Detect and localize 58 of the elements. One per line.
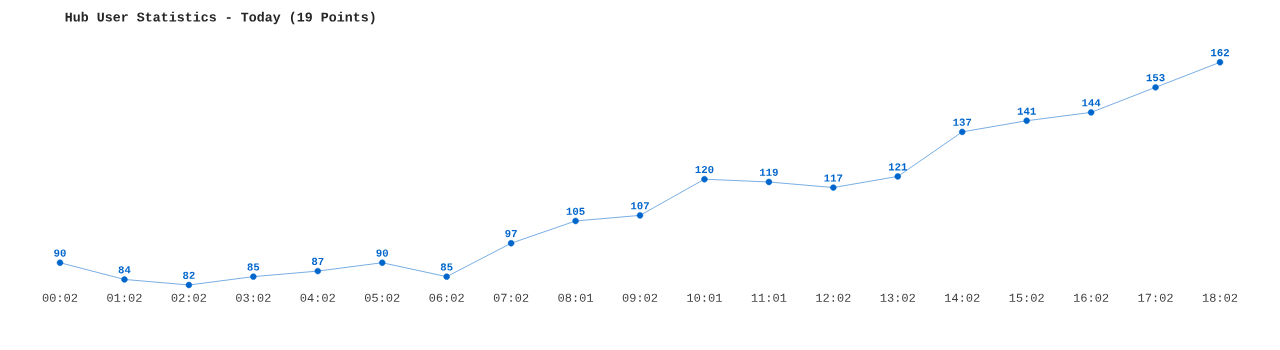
data-label: 120 <box>695 165 714 174</box>
chart-title: Hub User Statistics - Today (19 Points) <box>65 11 375 25</box>
data-label: 162 <box>1211 49 1229 57</box>
x-tick-label: 04:02 <box>300 293 335 302</box>
point <box>765 178 773 186</box>
x-tick-label: 07:02 <box>493 293 529 302</box>
x-tick-label: 13:02 <box>880 293 915 302</box>
point <box>572 217 579 225</box>
x-tick-label: 16:02 <box>1073 293 1109 302</box>
point <box>250 273 257 280</box>
data-label: 90 <box>54 249 66 257</box>
point <box>507 240 515 247</box>
data-label: 105 <box>566 207 585 215</box>
point <box>379 259 386 266</box>
x-tick-label: 15:02 <box>1009 293 1044 302</box>
x-tick-label: 08:01 <box>558 293 593 302</box>
data-label: 97 <box>505 229 517 238</box>
point <box>314 267 321 275</box>
point <box>185 281 193 289</box>
data-label: 82 <box>183 271 195 279</box>
data-label: 117 <box>824 174 843 182</box>
point <box>701 176 708 183</box>
data-label: 144 <box>1082 99 1101 107</box>
x-tick-label: 18:02 <box>1202 293 1238 302</box>
x-tick-label: 12:02 <box>816 293 851 302</box>
point <box>1152 84 1159 91</box>
x-tick-label: 09:02 <box>622 293 658 302</box>
data-label: 121 <box>888 163 907 171</box>
data-label: 90 <box>376 249 389 257</box>
x-tick-label: 01:02 <box>107 293 142 302</box>
data-label: 107 <box>631 202 649 210</box>
x-tick-label: 02:02 <box>171 293 207 302</box>
point <box>1087 109 1095 116</box>
x-tick-label: 10:01 <box>687 293 722 302</box>
data-label: 85 <box>440 263 453 271</box>
x-tick-label: 06:02 <box>429 293 464 302</box>
point <box>894 173 901 180</box>
data-label: 119 <box>760 168 778 176</box>
point <box>121 276 128 283</box>
point <box>636 212 644 219</box>
x-tick-label: 00:02 <box>42 293 78 302</box>
point <box>1216 59 1224 66</box>
data-label: 87 <box>311 257 324 266</box>
point <box>1023 117 1030 124</box>
data-label: 153 <box>1146 74 1165 82</box>
x-tick-label: 14:02 <box>945 293 980 302</box>
data-label: 85 <box>247 263 260 271</box>
point <box>443 273 450 280</box>
data-label: 84 <box>118 266 131 274</box>
point <box>830 184 837 191</box>
x-tick-label: 03:02 <box>236 293 271 302</box>
x-tick-label: 17:02 <box>1138 293 1173 302</box>
point <box>56 259 64 266</box>
data-label: 137 <box>953 118 972 126</box>
point <box>959 128 966 136</box>
data-label: 141 <box>1017 107 1036 115</box>
x-tick-label: 05:02 <box>364 293 400 302</box>
x-tick-label: 11:01 <box>751 293 787 302</box>
